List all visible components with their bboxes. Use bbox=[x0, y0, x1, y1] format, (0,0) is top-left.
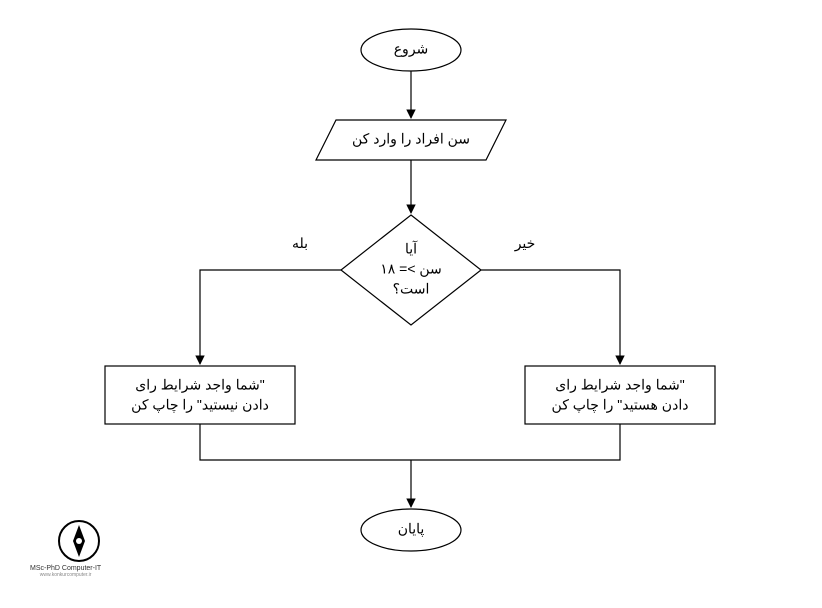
edge-label-no: خیر bbox=[514, 235, 536, 252]
logo-text-2: www.konkurcomputer.ir bbox=[30, 572, 101, 578]
node-decision-line1: آیا bbox=[405, 240, 418, 257]
node-yesbox-line1: "شما واجد شرایط رای bbox=[135, 377, 265, 394]
logo-text-1: MSc-PhD Computer-IT bbox=[30, 565, 101, 572]
node-nobox bbox=[525, 366, 715, 424]
flowchart-canvas: شروع سن افراد را وارد کن آیا سن >= ۱۸ اس… bbox=[0, 0, 822, 608]
edge-decision-no bbox=[481, 270, 620, 364]
node-start-label: شروع bbox=[394, 41, 429, 58]
node-decision-line2: سن >= ۱۸ bbox=[380, 261, 442, 278]
node-nobox-line2: دادن هستید" را چاپ کن bbox=[552, 397, 689, 414]
node-yesbox bbox=[105, 366, 295, 424]
edge-label-yes: بله bbox=[292, 235, 308, 251]
node-input-label: سن افراد را وارد کن bbox=[352, 131, 470, 148]
logo: MSc-PhD Computer-IT www.konkurcomputer.i… bbox=[30, 519, 101, 578]
node-end-label: پایان bbox=[398, 521, 425, 538]
node-decision-line3: است؟ bbox=[393, 281, 430, 297]
node-yesbox-line2: دادن نیستید" را چاپ کن bbox=[131, 397, 269, 414]
edge-yes-merge bbox=[200, 424, 411, 460]
edge-no-merge bbox=[411, 424, 620, 460]
logo-icon bbox=[57, 519, 101, 563]
edge-decision-yes bbox=[200, 270, 341, 364]
node-nobox-line1: "شما واجد شرایط رای bbox=[555, 377, 685, 394]
